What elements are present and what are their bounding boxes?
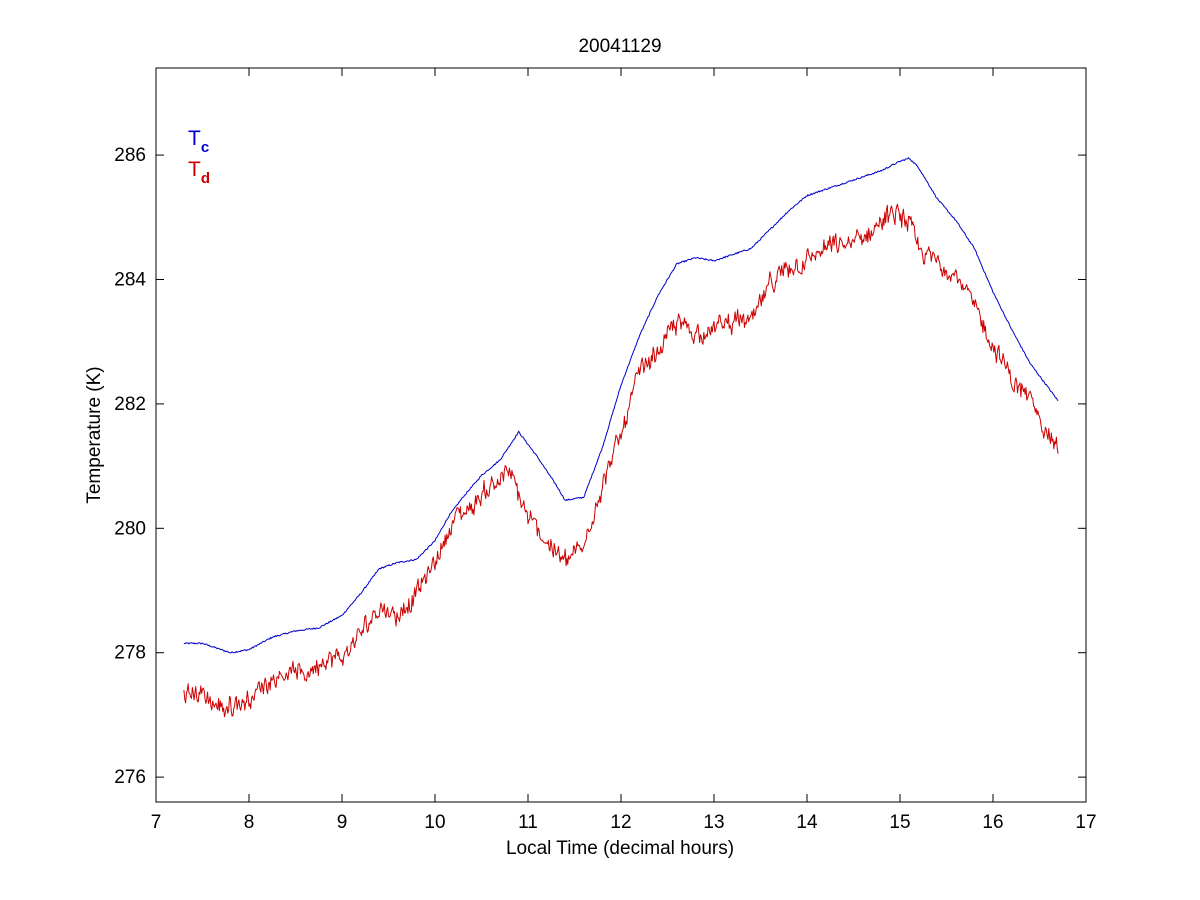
y-axis-ticks: 276 278 280 282 284 286 xyxy=(114,145,1086,788)
x-axis-ticks: 7 8 9 10 11 12 13 14 15 16 17 xyxy=(151,68,1097,833)
series-line-1 xyxy=(183,157,1059,654)
x-tick-label: 11 xyxy=(518,812,538,833)
x-tick-label: 8 xyxy=(244,812,255,833)
x-tick-label: 14 xyxy=(796,812,818,833)
y-tick-label: 282 xyxy=(114,394,146,415)
y-tick-label: 286 xyxy=(114,145,146,166)
y-tick-label: 284 xyxy=(114,269,146,290)
legend-entry-2: Td xyxy=(188,158,210,187)
x-tick-label: 16 xyxy=(982,812,1003,833)
x-tick-label: 17 xyxy=(1075,812,1096,833)
series-layer xyxy=(183,157,1059,718)
series-line-2 xyxy=(183,203,1059,718)
legend-subscript: d xyxy=(201,170,210,187)
legend-subscript: c xyxy=(201,139,209,156)
legend-entry-1: Tc xyxy=(188,127,209,156)
y-tick-label: 280 xyxy=(114,518,146,539)
chart-title: 20041129 xyxy=(578,36,661,57)
y-tick-label: 278 xyxy=(114,643,146,664)
legend-symbol: T xyxy=(188,158,201,181)
y-axis-label: Temperature (K) xyxy=(84,366,105,503)
y-tick-label: 276 xyxy=(114,767,146,788)
x-tick-label: 10 xyxy=(424,812,445,833)
x-tick-label: 13 xyxy=(703,812,724,833)
x-tick-label: 12 xyxy=(610,812,631,833)
x-tick-label: 9 xyxy=(337,812,348,833)
x-tick-label: 15 xyxy=(889,812,910,833)
legend-symbol: T xyxy=(188,127,201,150)
x-axis-label: Local Time (decimal hours) xyxy=(506,838,734,859)
x-tick-label: 7 xyxy=(151,812,162,833)
